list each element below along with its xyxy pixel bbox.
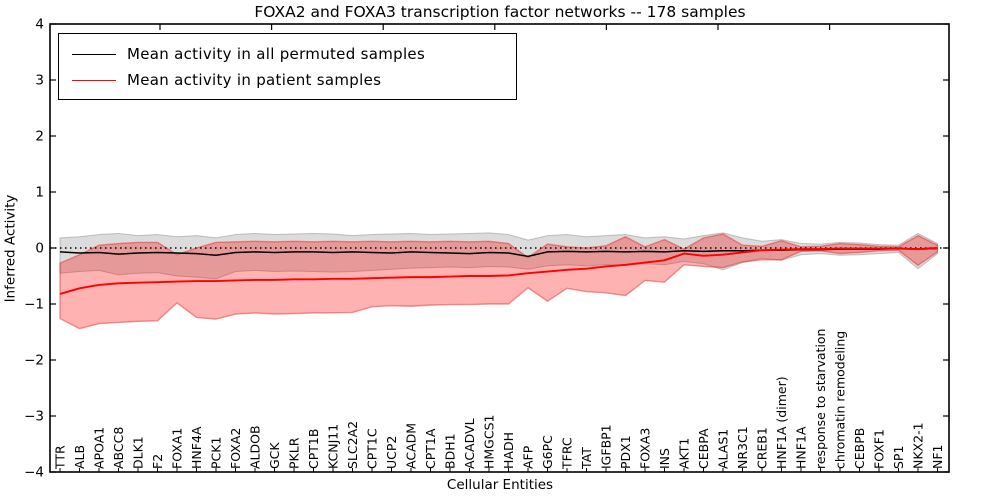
x-category-label: BDH1 — [443, 433, 458, 469]
patient-mean-line — [59, 247, 938, 295]
x-category-label: PKLR — [287, 437, 302, 469]
y-tick-label: −2 — [24, 353, 44, 369]
y-tick-label: −1 — [24, 297, 44, 313]
x-category-label: IGFBP1 — [599, 424, 614, 469]
x-category-label: SLC2A2 — [345, 421, 360, 469]
x-category-label: NKX2-1 — [911, 422, 926, 469]
x-category-label: KCNJ11 — [326, 424, 341, 469]
y-tick-label: 4 — [35, 17, 44, 33]
x-category-label: ALDOB — [248, 425, 263, 469]
legend-label-patient: Mean activity in patient samples — [127, 71, 382, 89]
x-category-label: GCK — [267, 442, 282, 469]
x-category-label: CREB1 — [755, 427, 770, 469]
x-category-label: TTR — [53, 445, 68, 470]
x-category-label: TFRC — [560, 437, 575, 470]
x-category-label: NF1 — [930, 445, 945, 470]
x-category-label: ALB — [72, 445, 87, 469]
x-category-label: CPT1C — [365, 428, 380, 469]
permuted-band — [59, 232, 938, 280]
y-axis-label: Inferred Activity — [2, 194, 19, 303]
x-category-label: DLK1 — [131, 436, 146, 469]
chart-title: FOXA2 and FOXA3 transcription factor net… — [254, 3, 746, 21]
x-category-label: CEBPA — [696, 428, 711, 469]
x-category-label: CEBPB — [852, 428, 867, 469]
x-category-label: PCK1 — [209, 437, 224, 469]
x-category-label: PDX1 — [618, 435, 633, 469]
patient-line-swatch — [72, 79, 116, 81]
x-category-label: ALAS1 — [716, 429, 731, 469]
x-category-label: F2 — [150, 454, 165, 469]
y-tick-label: 2 — [35, 129, 44, 145]
x-category-label: CPT1B — [306, 429, 321, 469]
legend-label-permuted: Mean activity in all permuted samples — [127, 45, 426, 63]
x-category-label: FOXA3 — [638, 428, 653, 469]
x-category-label: ABCC8 — [111, 427, 126, 469]
x-category-label: FOXA1 — [170, 428, 185, 469]
y-tick-label: 3 — [35, 73, 44, 89]
y-tick-label: −4 — [24, 465, 44, 481]
x-category-label: FOXF1 — [872, 429, 887, 469]
x-category-label: HNF4A — [189, 426, 204, 469]
x-category-label: HMGCS1 — [482, 415, 497, 470]
x-category-label: HNF1A — [794, 426, 809, 469]
x-category-label: chromatin remodeling — [833, 331, 848, 469]
permuted-line-swatch — [72, 53, 116, 55]
x-category-label: AFP — [521, 445, 536, 469]
x-category-label: FOXA2 — [228, 428, 243, 469]
x-category-label: UCP2 — [384, 436, 399, 469]
legend-entry-patient: Mean activity in patient samples — [72, 67, 516, 93]
x-category-label: ACADVL — [462, 418, 477, 469]
x-category-label: APOA1 — [92, 427, 107, 469]
x-category-label: ACADM — [404, 423, 419, 469]
x-category-label: NR3C1 — [735, 426, 750, 469]
x-category-label: INS — [657, 448, 672, 469]
x-category-label: AKT1 — [677, 438, 692, 469]
y-tick-label: 1 — [35, 185, 44, 201]
patient-band — [59, 233, 939, 330]
x-category-label: CPT1A — [423, 428, 438, 469]
y-tick-label: −3 — [24, 409, 44, 425]
legend: Mean activity in all permuted samples Me… — [58, 33, 517, 100]
y-tick-label: 0 — [35, 241, 44, 257]
legend-entry-permuted: Mean activity in all permuted samples — [72, 41, 516, 67]
x-category-label: TAT — [579, 447, 594, 470]
x-category-label: G6PC — [540, 435, 555, 469]
x-category-label: HADH — [501, 432, 516, 469]
x-category-label: HNF1A (dimer) — [774, 376, 789, 469]
x-category-label: SP1 — [891, 446, 906, 469]
x-category-label: response to starvation — [813, 329, 828, 470]
x-axis-label: Cellular Entities — [446, 477, 554, 493]
